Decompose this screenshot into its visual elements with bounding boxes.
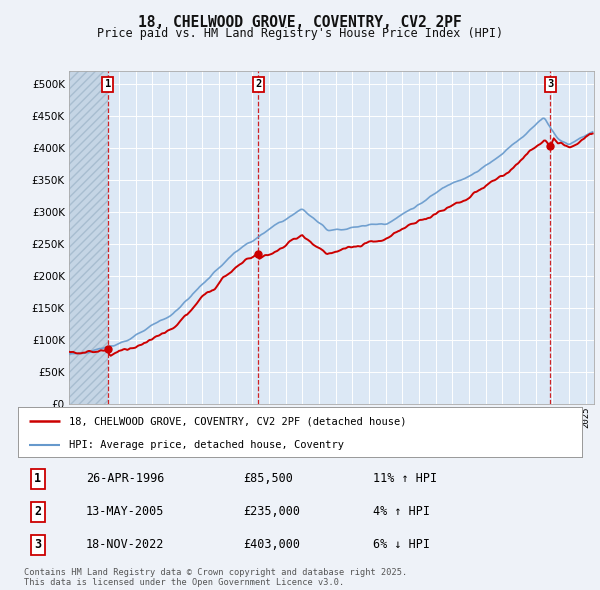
- Text: 2: 2: [255, 79, 262, 89]
- Text: 6% ↓ HPI: 6% ↓ HPI: [373, 538, 430, 552]
- Text: Contains HM Land Registry data © Crown copyright and database right 2025.
This d: Contains HM Land Registry data © Crown c…: [24, 568, 407, 587]
- Bar: [69, 71, 107, 404]
- Text: 1: 1: [104, 79, 111, 89]
- Text: 18, CHELWOOD GROVE, COVENTRY, CV2 2PF (detached house): 18, CHELWOOD GROVE, COVENTRY, CV2 2PF (d…: [69, 416, 406, 426]
- Text: 13-MAY-2005: 13-MAY-2005: [86, 505, 164, 519]
- Text: 3: 3: [34, 538, 41, 552]
- Text: HPI: Average price, detached house, Coventry: HPI: Average price, detached house, Cove…: [69, 440, 344, 450]
- Text: 18, CHELWOOD GROVE, COVENTRY, CV2 2PF: 18, CHELWOOD GROVE, COVENTRY, CV2 2PF: [138, 15, 462, 30]
- Text: 4% ↑ HPI: 4% ↑ HPI: [373, 505, 430, 519]
- Text: £403,000: £403,000: [244, 538, 301, 552]
- Text: £235,000: £235,000: [244, 505, 301, 519]
- Text: 1: 1: [34, 472, 41, 486]
- Text: 26-APR-1996: 26-APR-1996: [86, 472, 164, 486]
- Text: 18-NOV-2022: 18-NOV-2022: [86, 538, 164, 552]
- Text: 3: 3: [547, 79, 553, 89]
- Text: 11% ↑ HPI: 11% ↑ HPI: [373, 472, 437, 486]
- Text: 2: 2: [34, 505, 41, 519]
- Text: Price paid vs. HM Land Registry's House Price Index (HPI): Price paid vs. HM Land Registry's House …: [97, 27, 503, 40]
- Text: £85,500: £85,500: [244, 472, 293, 486]
